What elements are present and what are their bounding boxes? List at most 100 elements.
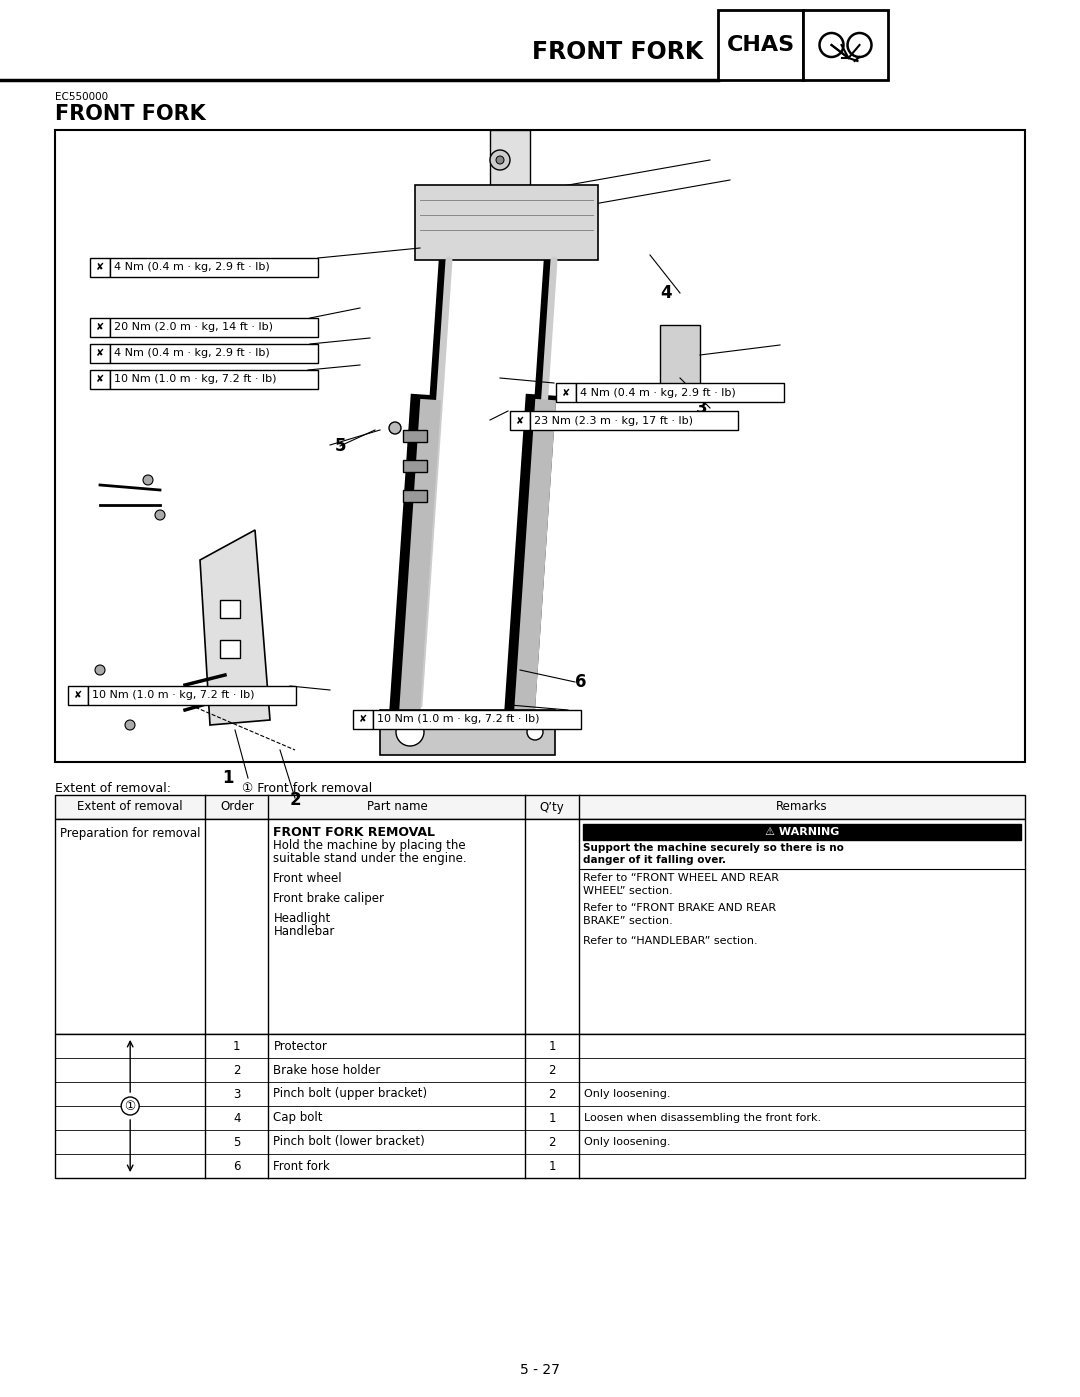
- Text: Support the machine securely so there is no: Support the machine securely so there is…: [583, 842, 843, 854]
- Text: 5: 5: [233, 1136, 241, 1148]
- Text: ✘: ✘: [516, 415, 524, 426]
- Text: Only loosening.: Only loosening.: [584, 1137, 671, 1147]
- Text: ✘: ✘: [96, 374, 104, 384]
- Text: Protector: Protector: [273, 1039, 327, 1052]
- Bar: [718, 10, 804, 80]
- Text: 2: 2: [549, 1063, 556, 1077]
- Bar: [110, 370, 318, 388]
- Bar: [510, 411, 530, 430]
- Bar: [220, 640, 240, 658]
- Text: FRONT FORK: FRONT FORK: [55, 103, 206, 124]
- Text: FRONT FORK REMOVAL: FRONT FORK REMOVAL: [273, 826, 435, 840]
- Text: FRONT FORK: FRONT FORK: [531, 41, 703, 64]
- Bar: [110, 258, 318, 277]
- Bar: [110, 319, 318, 337]
- Text: Brake hose holder: Brake hose holder: [273, 1063, 381, 1077]
- Text: 4 Nm (0.4 m · kg, 2.9 ft · lb): 4 Nm (0.4 m · kg, 2.9 ft · lb): [580, 387, 735, 398]
- Circle shape: [125, 719, 135, 731]
- Text: 3: 3: [696, 400, 707, 416]
- Text: ①: ①: [124, 1099, 136, 1112]
- Text: 6: 6: [575, 673, 586, 692]
- Bar: [403, 430, 427, 441]
- Bar: [556, 383, 576, 402]
- Text: Front brake caliper: Front brake caliper: [273, 893, 384, 905]
- Text: 1: 1: [549, 1039, 556, 1052]
- Text: Front wheel: Front wheel: [273, 872, 342, 886]
- Circle shape: [114, 694, 125, 705]
- Bar: [68, 686, 87, 705]
- Bar: [353, 710, 373, 729]
- Text: 2: 2: [233, 1063, 241, 1077]
- Text: BRAKE” section.: BRAKE” section.: [583, 916, 673, 926]
- Text: 1: 1: [549, 1112, 556, 1125]
- Circle shape: [490, 149, 510, 170]
- Text: 2: 2: [549, 1087, 556, 1101]
- Text: 3: 3: [233, 1087, 241, 1101]
- Circle shape: [389, 422, 401, 434]
- Text: 1: 1: [222, 768, 233, 787]
- Text: Remarks: Remarks: [777, 800, 827, 813]
- Text: 23 Nm (2.3 m · kg, 17 ft · lb): 23 Nm (2.3 m · kg, 17 ft · lb): [534, 415, 693, 426]
- Text: Part name: Part name: [366, 800, 428, 813]
- Text: Front fork: Front fork: [273, 1160, 330, 1172]
- Bar: [90, 370, 110, 388]
- Bar: [576, 383, 784, 402]
- Bar: [55, 819, 1025, 1034]
- Text: 1: 1: [549, 1160, 556, 1172]
- Text: ✘: ✘: [96, 263, 104, 272]
- Bar: [804, 10, 888, 80]
- Text: Headlight: Headlight: [273, 912, 330, 925]
- Bar: [87, 686, 296, 705]
- Bar: [660, 326, 700, 386]
- Text: ✘: ✘: [96, 323, 104, 332]
- Text: 10 Nm (1.0 m · kg, 7.2 ft · lb): 10 Nm (1.0 m · kg, 7.2 ft · lb): [377, 714, 540, 725]
- Bar: [220, 599, 240, 617]
- Text: ① Front fork removal: ① Front fork removal: [242, 782, 373, 795]
- Text: Handlebar: Handlebar: [273, 925, 335, 937]
- Text: Cap bolt: Cap bolt: [273, 1112, 323, 1125]
- Text: suitable stand under the engine.: suitable stand under the engine.: [273, 852, 467, 865]
- Text: 20 Nm (2.0 m · kg, 14 ft · lb): 20 Nm (2.0 m · kg, 14 ft · lb): [114, 323, 273, 332]
- Bar: [403, 460, 427, 472]
- Circle shape: [95, 665, 105, 675]
- Polygon shape: [200, 529, 270, 725]
- Circle shape: [121, 1097, 139, 1115]
- Text: Order: Order: [220, 800, 254, 813]
- Bar: [403, 490, 427, 502]
- Text: Pinch bolt (lower bracket): Pinch bolt (lower bracket): [273, 1136, 426, 1148]
- Text: ✘: ✘: [73, 690, 82, 700]
- Text: 5: 5: [335, 437, 347, 455]
- Bar: [415, 184, 598, 260]
- Bar: [373, 710, 581, 729]
- Text: Hold the machine by placing the: Hold the machine by placing the: [273, 840, 467, 852]
- Text: danger of it falling over.: danger of it falling over.: [583, 855, 726, 865]
- Text: EC550000: EC550000: [55, 92, 108, 102]
- Text: 4: 4: [233, 1112, 241, 1125]
- Text: Extent of removal:: Extent of removal:: [55, 782, 171, 795]
- Text: 10 Nm (1.0 m · kg, 7.2 ft · lb): 10 Nm (1.0 m · kg, 7.2 ft · lb): [92, 690, 255, 700]
- Bar: [583, 824, 1021, 840]
- Circle shape: [396, 718, 424, 746]
- Text: 10 Nm (1.0 m · kg, 7.2 ft · lb): 10 Nm (1.0 m · kg, 7.2 ft · lb): [114, 374, 276, 384]
- Bar: [90, 344, 110, 363]
- Text: Refer to “FRONT WHEEL AND REAR: Refer to “FRONT WHEEL AND REAR: [583, 873, 779, 883]
- Bar: [90, 319, 110, 337]
- Text: Only loosening.: Only loosening.: [584, 1090, 671, 1099]
- Text: ✘: ✘: [562, 387, 570, 398]
- Text: Refer to “FRONT BRAKE AND REAR: Refer to “FRONT BRAKE AND REAR: [583, 902, 775, 914]
- Text: 4: 4: [660, 284, 672, 302]
- Circle shape: [143, 475, 153, 485]
- Bar: [55, 795, 1025, 819]
- Bar: [530, 411, 738, 430]
- Bar: [490, 130, 530, 184]
- Text: ⚠ WARNING: ⚠ WARNING: [765, 827, 839, 837]
- Text: ✘: ✘: [96, 348, 104, 359]
- Bar: [55, 1034, 1025, 1178]
- Text: ✘: ✘: [359, 714, 367, 725]
- Text: Loosen when disassembling the front fork.: Loosen when disassembling the front fork…: [584, 1113, 821, 1123]
- Bar: [380, 710, 555, 754]
- Text: 5 - 27: 5 - 27: [521, 1363, 559, 1377]
- Text: 4 Nm (0.4 m · kg, 2.9 ft · lb): 4 Nm (0.4 m · kg, 2.9 ft · lb): [114, 348, 270, 359]
- Bar: [90, 258, 110, 277]
- Circle shape: [527, 724, 543, 740]
